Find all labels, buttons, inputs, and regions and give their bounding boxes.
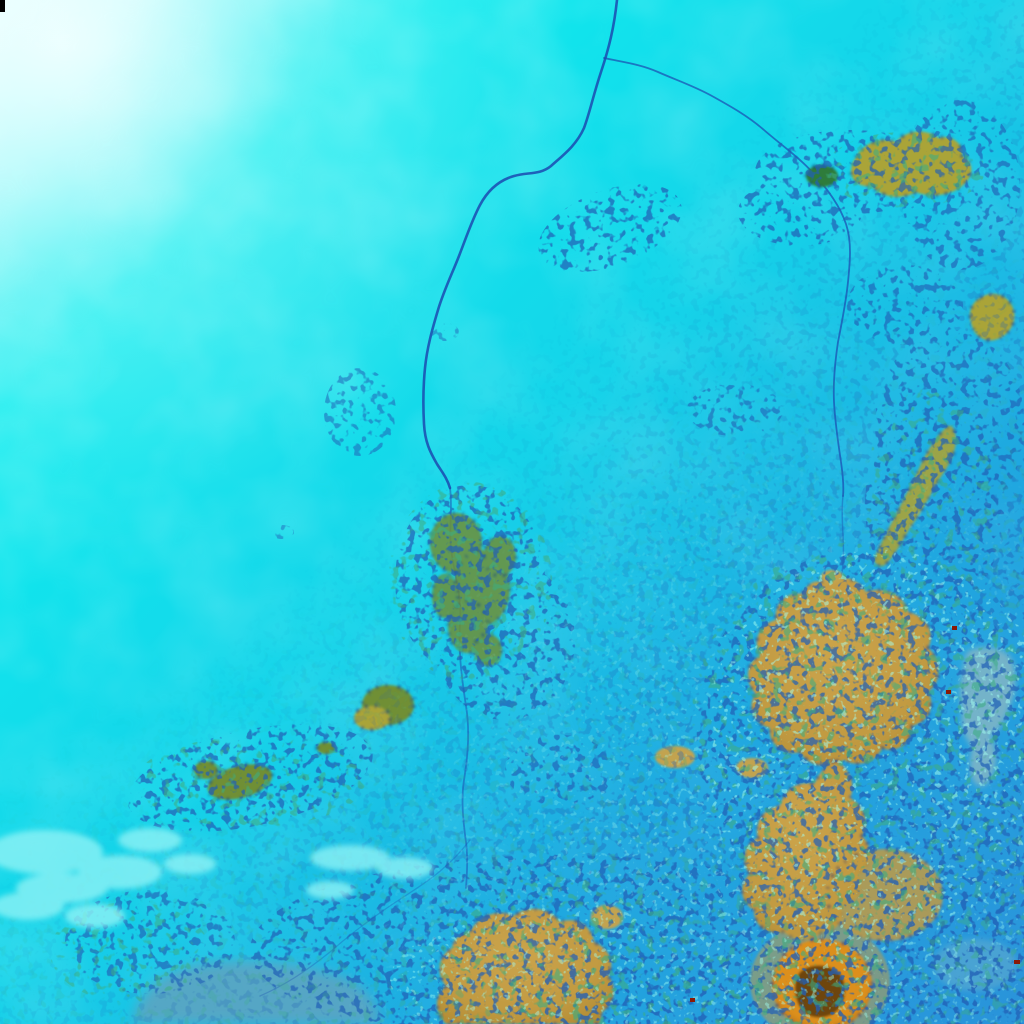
haze-blob — [118, 828, 182, 852]
red-fleck — [946, 690, 951, 694]
haze-blob — [164, 854, 216, 874]
corner-artifact — [0, 0, 5, 12]
haze-blob — [65, 904, 125, 928]
haze-blob — [0, 830, 103, 874]
haze-blob — [310, 845, 390, 871]
tiny-marks — [0, 0, 1020, 1002]
haze-blob — [377, 857, 433, 879]
haze-blob — [306, 881, 354, 899]
red-fleck — [952, 626, 957, 630]
cloud-haze — [0, 828, 433, 928]
red-fleck — [1014, 960, 1020, 964]
red-fleck — [690, 998, 695, 1002]
haze-blob — [0, 892, 64, 920]
